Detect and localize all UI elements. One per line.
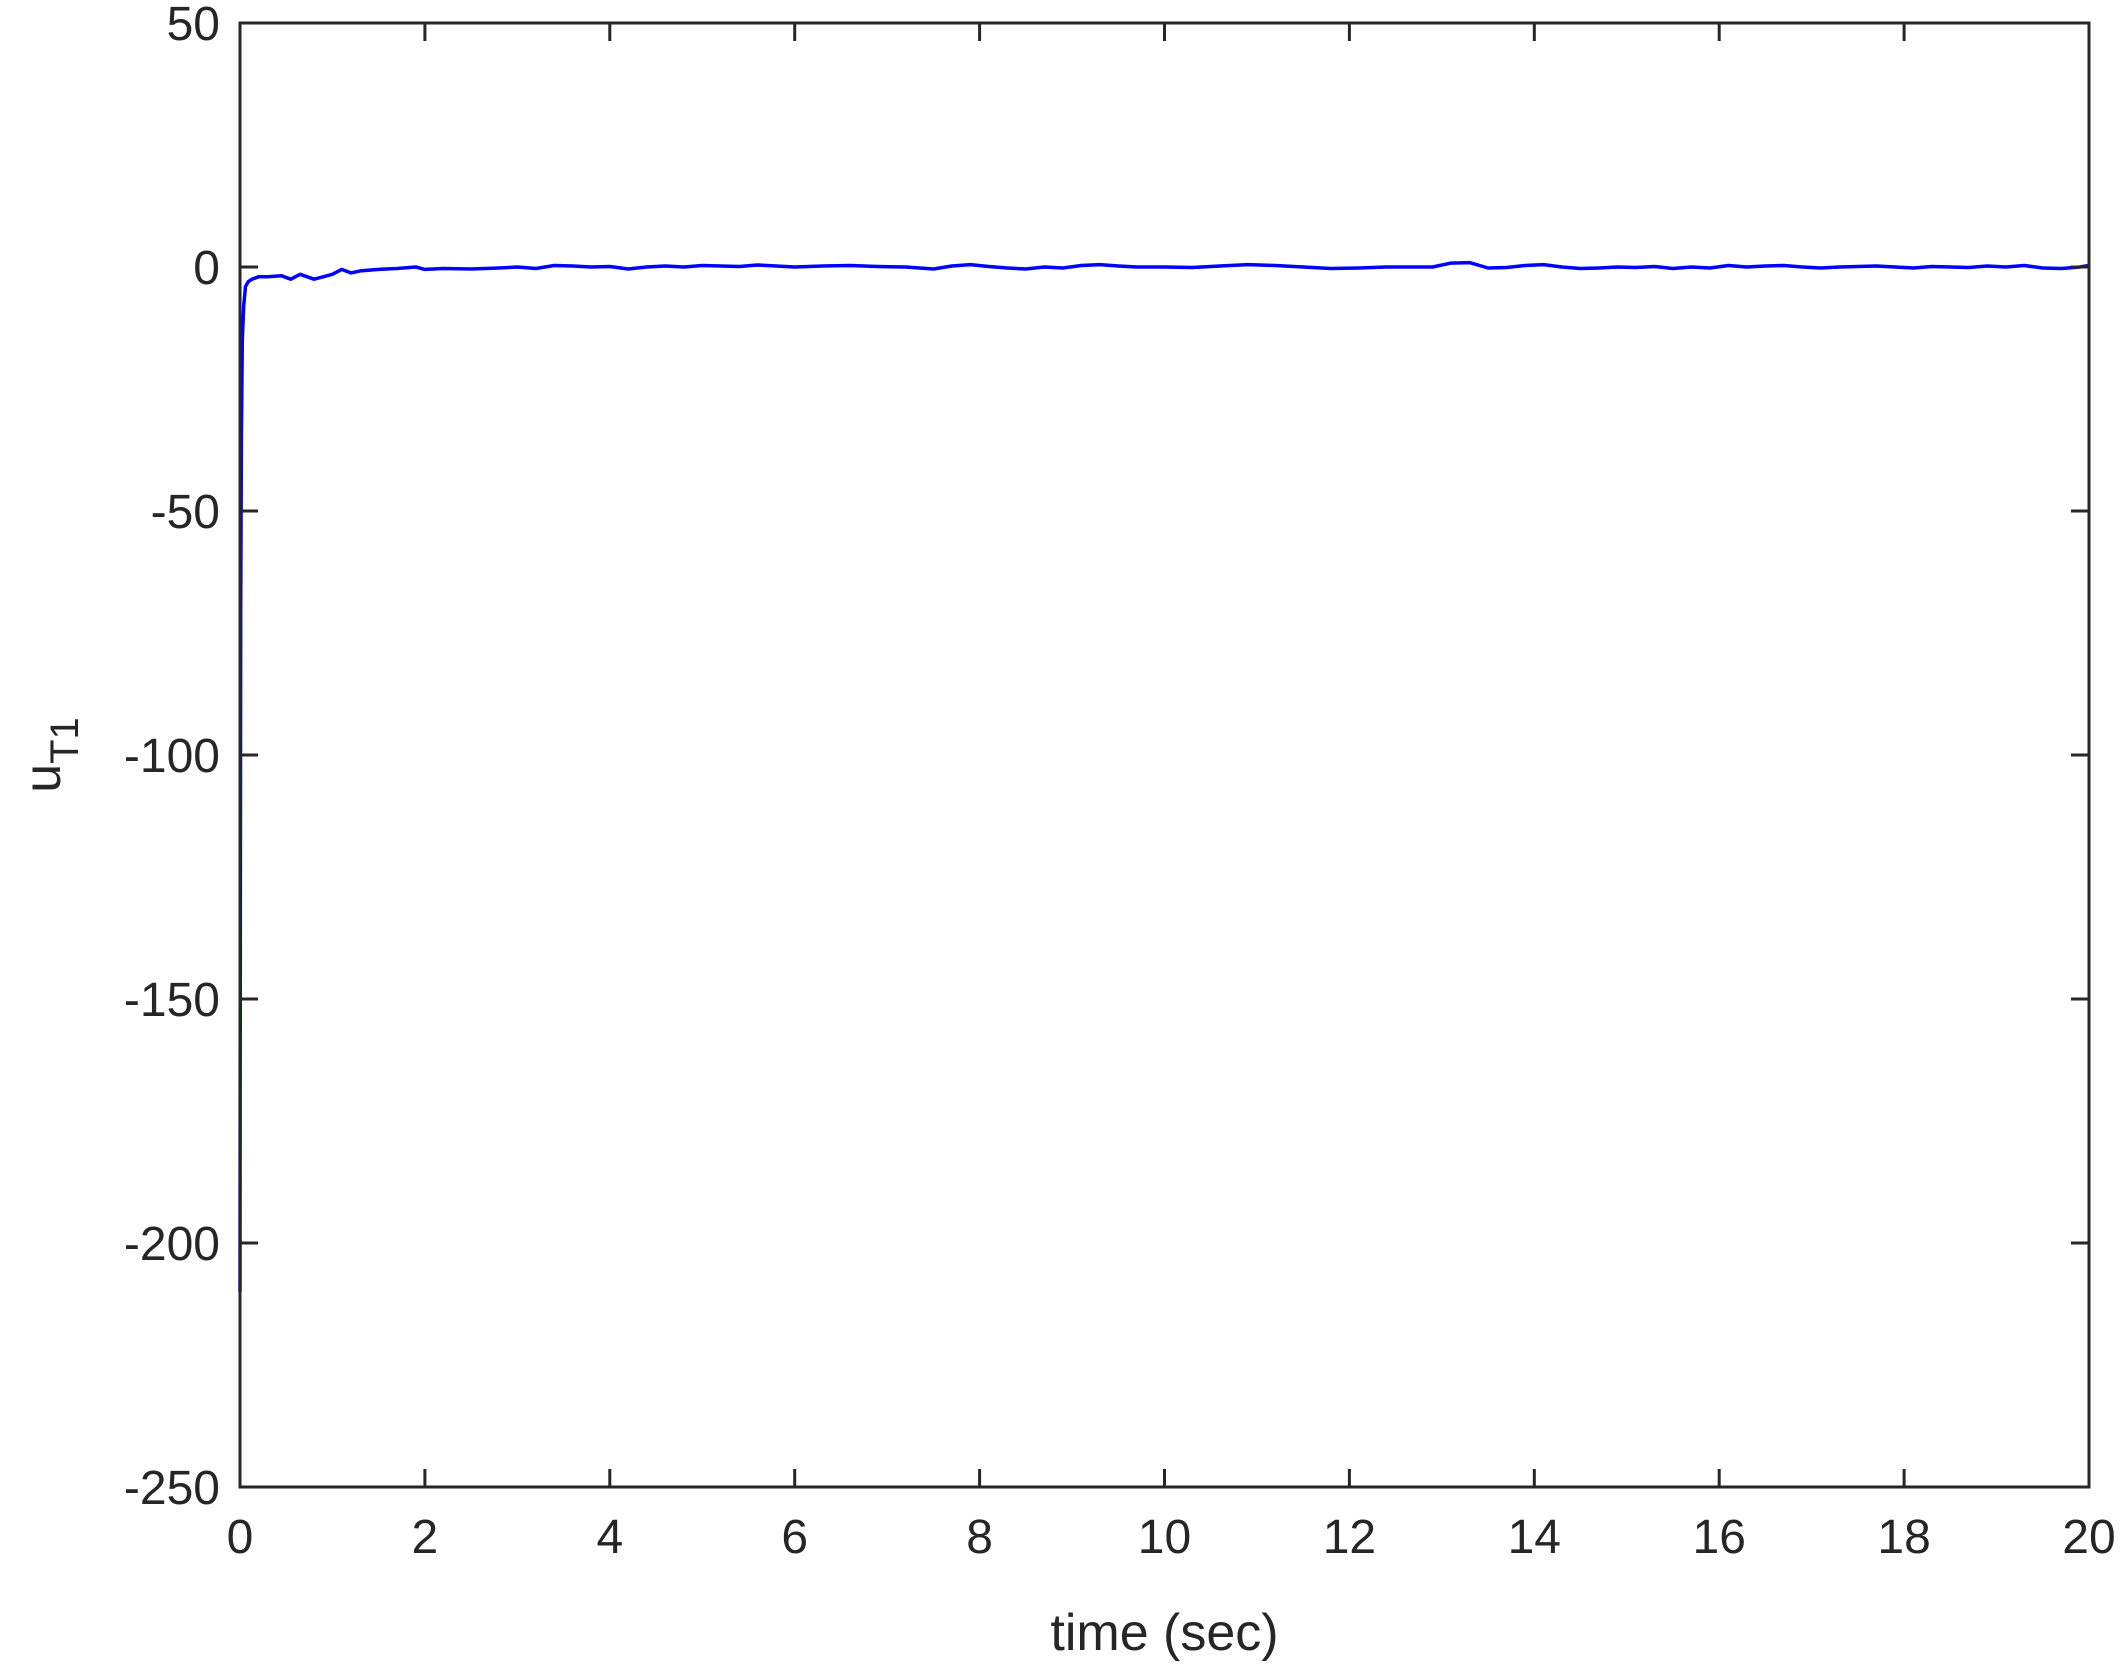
x-tick-label: 10 — [1138, 1511, 1191, 1564]
series-line-0 — [238, 260, 2090, 1292]
x-tick-label: 0 — [227, 1511, 254, 1564]
x-tick-label: 2 — [412, 1511, 439, 1564]
x-tick-label: 4 — [596, 1511, 623, 1564]
x-tick-label: 6 — [781, 1511, 808, 1564]
y-tick-label: -150 — [124, 974, 220, 1027]
x-tick-label: 14 — [1508, 1511, 1561, 1564]
x-tick-label: 12 — [1323, 1511, 1376, 1564]
x-tick-label: 18 — [1877, 1511, 1930, 1564]
x-tick-label: 16 — [1693, 1511, 1746, 1564]
y-tick-label: -50 — [151, 486, 220, 539]
y-tick-label: 0 — [193, 242, 220, 295]
plot-marks — [238, 260, 2090, 1292]
x-axis-label: time (sec) — [1050, 1604, 1278, 1662]
y-axis-label-subscript: T1 — [43, 717, 87, 764]
y-axis-label-main: u — [14, 764, 72, 793]
x-axis-ticks: 0 2 4 6 8 10 12 14 16 18 20 — [227, 23, 2116, 1564]
y-axis-label: uT1 — [14, 717, 87, 793]
x-tick-label: 8 — [966, 1511, 993, 1564]
y-tick-label: 50 — [167, 0, 220, 51]
y-axis-ticks: -250 -200 -150 -100 -50 0 50 — [124, 0, 2089, 1515]
x-tick-label: 20 — [2062, 1511, 2115, 1564]
y-tick-label: -200 — [124, 1218, 220, 1271]
y-tick-label: -100 — [124, 730, 220, 783]
y-tick-label: -250 — [124, 1462, 220, 1515]
